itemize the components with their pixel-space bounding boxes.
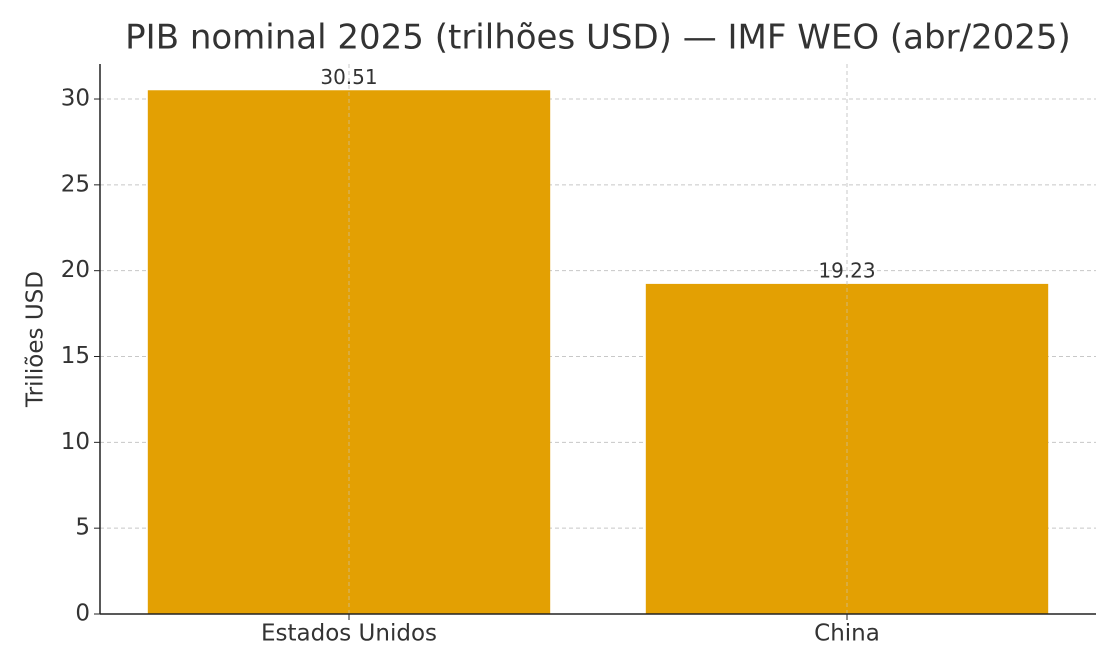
y-tick-label: 30 <box>61 86 90 112</box>
y-tick-label: 15 <box>61 343 90 369</box>
y-tick-label: 25 <box>61 171 90 197</box>
x-tick-label: Estados Unidos <box>261 621 437 647</box>
chart-title: PIB nominal 2025 (trilhões USD) — IMF WE… <box>125 18 1071 58</box>
y-tick-label: 10 <box>61 429 90 455</box>
y-axis-label: Triliões USD <box>23 271 49 408</box>
x-tick-label: China <box>814 621 880 647</box>
y-tick-label: 0 <box>75 601 90 627</box>
y-tick-label: 5 <box>75 515 90 541</box>
value-label: 30.51 <box>320 65 377 89</box>
y-tick-label: 20 <box>61 257 90 283</box>
